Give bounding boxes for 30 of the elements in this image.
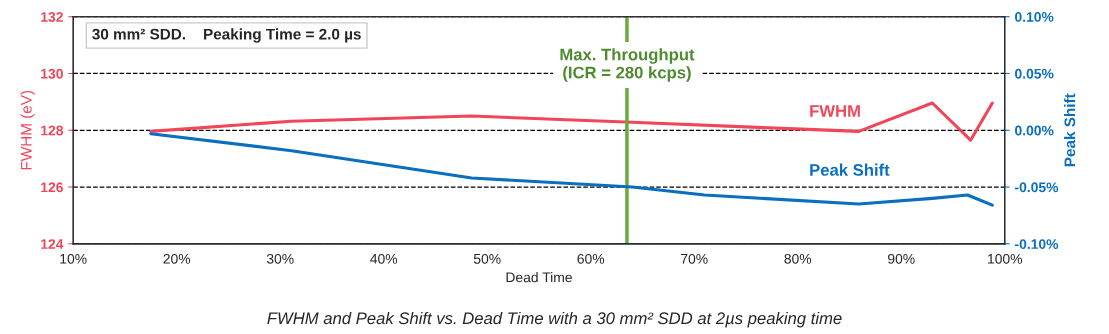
x-tick-label: 50% [473, 253, 501, 264]
y-tick-label: 124 [41, 239, 64, 249]
y2-tick-label: 0.00% [1015, 125, 1054, 136]
y-tick-label: 126 [41, 182, 63, 193]
y2-tick-label: -0.05% [1015, 182, 1059, 193]
y2-tick-label: -0.10% [1015, 239, 1059, 249]
x-axis-title: Dead Time [506, 272, 572, 283]
x-tick-label: 80% [784, 253, 812, 264]
y-tick-label: 128 [41, 125, 64, 136]
annotation: Max. Throughput (ICR = 280 kcps) [560, 48, 695, 82]
x-tick-label: 70% [681, 253, 708, 264]
y2-tick-label: 0.10% [1015, 12, 1054, 22]
series-label: Peak Shift [810, 163, 890, 176]
x-tick-label: 40% [370, 253, 398, 264]
y-tick-label: 130 [41, 68, 63, 79]
y-axis-title: FWHM (eV) [20, 90, 35, 170]
y2-tick-label: 0.05% [1015, 68, 1054, 79]
x-tick-label: 10% [60, 253, 87, 264]
x-tick-label: 20% [163, 253, 191, 264]
x-tick-label: 100% [988, 253, 1023, 264]
annotation: 30 mm² SDD. Peaking Time = 2.0 µs [92, 28, 361, 43]
x-tick-label: 60% [577, 253, 605, 264]
y2-axis-title: Peak Shift [1064, 93, 1076, 167]
y-tick-label: 132 [41, 12, 63, 22]
line-series [149, 101, 994, 142]
line-series [149, 132, 994, 207]
x-tick-label: 90% [888, 253, 915, 264]
x-tick-label: 30% [266, 253, 294, 264]
text: FWHM and Peak Shift vs. Dead Time with a 30 mm² SDD at 2µs peaking time [267, 311, 842, 328]
series-label: FWHM [810, 105, 860, 117]
